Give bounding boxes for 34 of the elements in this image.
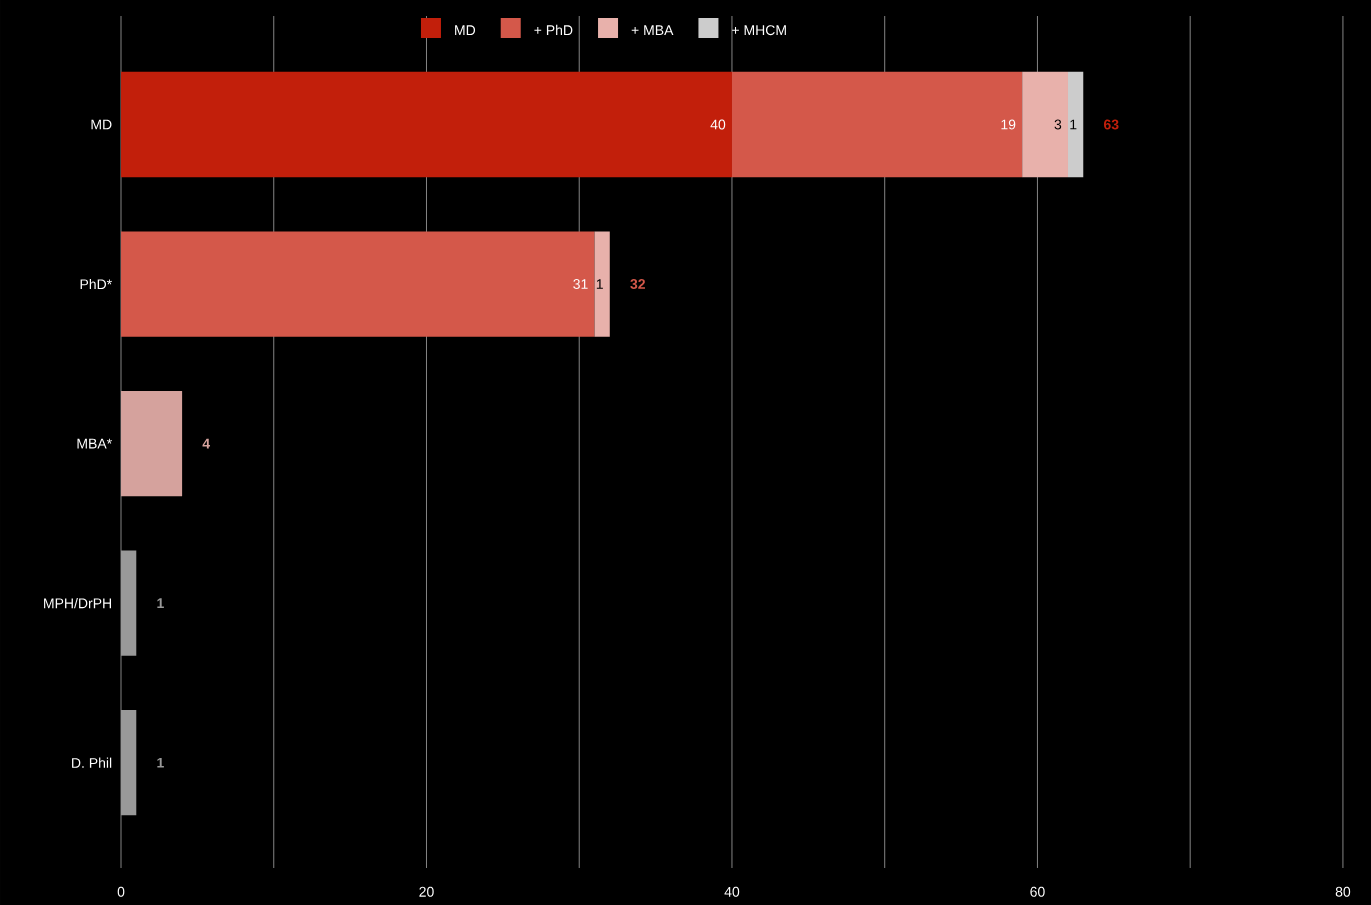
x-tick-label: 60 — [1030, 886, 1045, 897]
x-tick-label: 40 — [724, 886, 740, 897]
x-tick-label: 0 — [117, 886, 125, 897]
x-tick-label: 80 — [1335, 886, 1351, 897]
y-tick-label: MD — [91, 119, 112, 130]
bar — [121, 550, 137, 656]
y-tick-label: D. Phil — [72, 757, 112, 768]
bar — [121, 71, 732, 178]
data-label: 19 — [1001, 119, 1016, 130]
total-label: 4 — [202, 438, 211, 449]
legend-label: + PhD — [534, 24, 573, 35]
data-label: 3 — [1054, 119, 1062, 130]
legend-label: + MBA — [631, 25, 674, 35]
bar — [1022, 71, 1068, 178]
data-label: 31 — [573, 279, 588, 290]
data-label: 40 — [710, 119, 726, 130]
total-label: 63 — [1103, 119, 1119, 130]
bar — [121, 390, 183, 497]
data-label: 1 — [1070, 119, 1077, 130]
total-label: 1 — [157, 598, 164, 608]
total-label: 32 — [630, 279, 645, 290]
x-tick-label: 20 — [419, 886, 434, 897]
y-tick-label: MPH/DrPH — [44, 598, 111, 609]
bar — [1068, 71, 1084, 178]
data-label: 1 — [596, 279, 603, 289]
bar — [121, 710, 137, 816]
legend-label: MD — [455, 25, 476, 35]
legend-label: + MHCM — [732, 25, 786, 36]
y-tick-label: MBA* — [77, 438, 112, 449]
bar — [731, 71, 1023, 178]
bar — [121, 231, 595, 337]
bar — [594, 231, 610, 337]
total-label: 1 — [157, 757, 164, 768]
y-tick-label: PhD* — [80, 278, 112, 290]
